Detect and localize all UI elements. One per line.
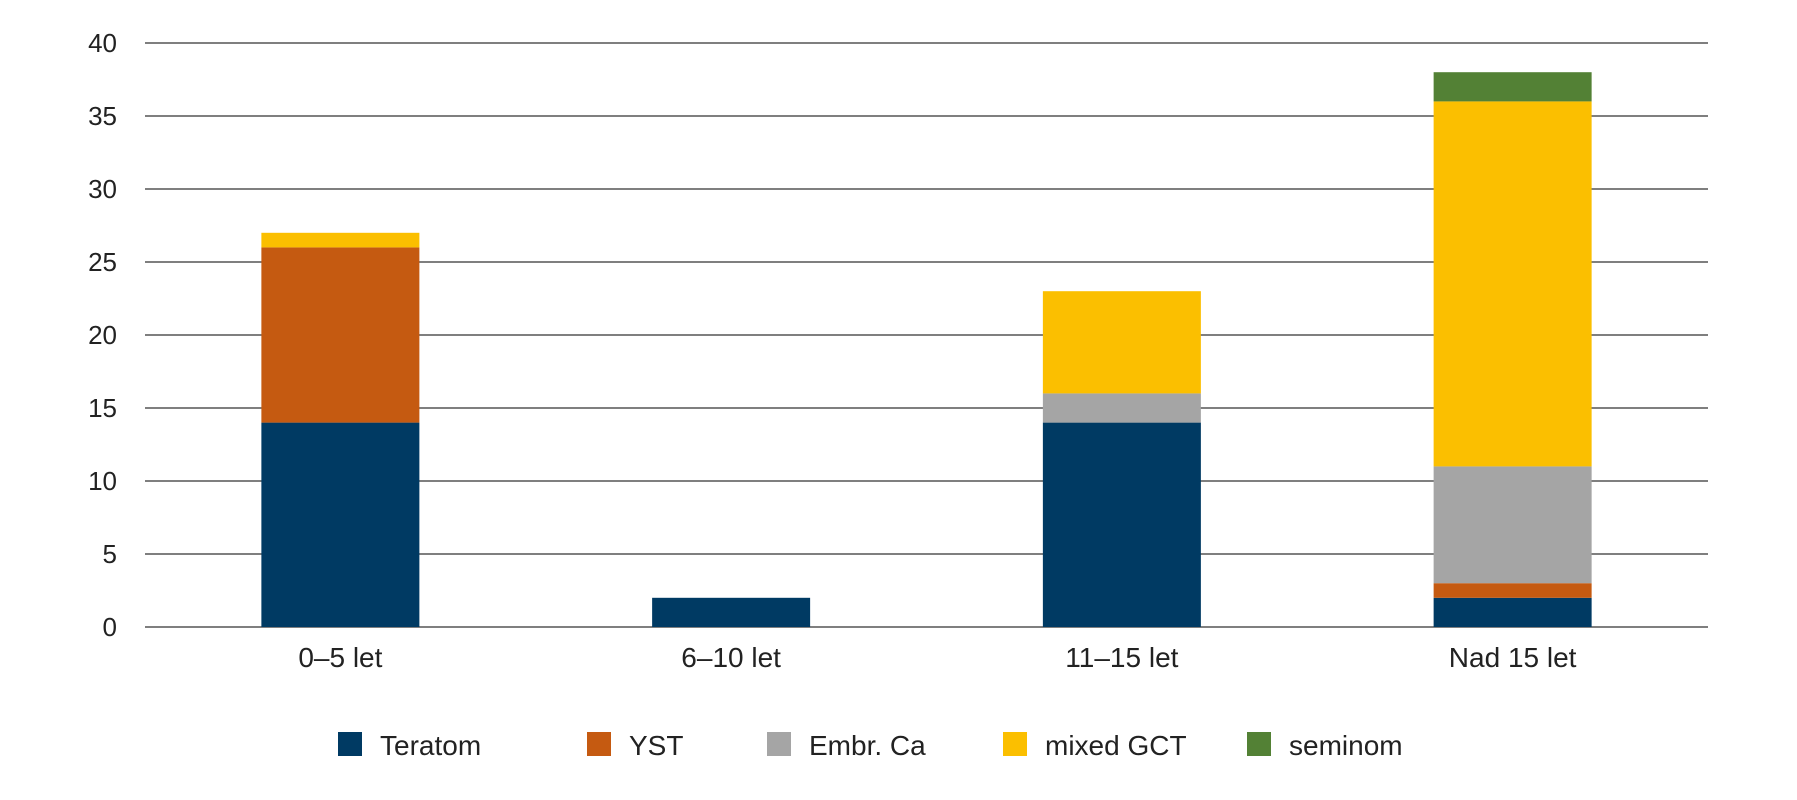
x-axis-category-labels: 0–5 let 6–10 let 11–15 let Nad 15 let [298,642,1576,673]
x-category-label: Nad 15 let [1449,642,1577,673]
y-tick-label: 35 [88,101,117,131]
y-tick-label: 10 [88,466,117,496]
bar-segment-embr-ca-nad-15-let [1433,466,1592,584]
legend-swatch-embr-ca [767,732,791,756]
legend-label-mixed-gct: mixed GCT [1045,730,1187,761]
bars [261,72,1592,627]
legend-swatch-mixed-gct [1003,732,1027,756]
bar-segment-teratom-11-15-let [1042,422,1201,627]
y-tick-label: 20 [88,320,117,350]
bar-segment-mixed-gct-nad-15-let [1433,101,1592,467]
y-tick-label: 0 [103,612,117,642]
y-axis-tick-labels: 0 5 10 15 20 25 30 35 40 [88,28,117,642]
bar-segment-mixed-gct-0-5-let [261,232,420,248]
y-tick-label: 5 [103,539,117,569]
legend-swatch-yst [587,732,611,756]
bar-segment-yst-0-5-let [261,247,420,423]
bar-segment-teratom-0-5-let [261,422,420,627]
bar-segment-yst-nad-15-let [1433,583,1592,598]
bar-segment-teratom-6-10-let [652,597,811,627]
x-category-label: 11–15 let [1065,642,1178,673]
x-category-label: 6–10 let [681,642,781,673]
bar-segment-mixed-gct-11-15-let [1042,291,1201,394]
y-tick-label: 15 [88,393,117,423]
legend-label-yst: YST [629,730,683,761]
x-category-label: 0–5 let [298,642,382,673]
y-tick-label: 40 [88,28,117,58]
bar-segment-embr-ca-11-15-let [1042,393,1201,423]
legend-label-embr-ca: Embr. Ca [809,730,926,761]
bar-segment-seminom-nad-15-let [1433,72,1592,102]
legend-label-teratom: Teratom [380,730,481,761]
legend-label-seminom: seminom [1289,730,1403,761]
legend-swatch-seminom [1247,732,1271,756]
legend: Teratom YST Embr. Ca mixed GCT seminom [338,730,1403,761]
legend-swatch-teratom [338,732,362,756]
bar-segment-teratom-nad-15-let [1433,597,1592,627]
y-tick-label: 30 [88,174,117,204]
y-tick-label: 25 [88,247,117,277]
